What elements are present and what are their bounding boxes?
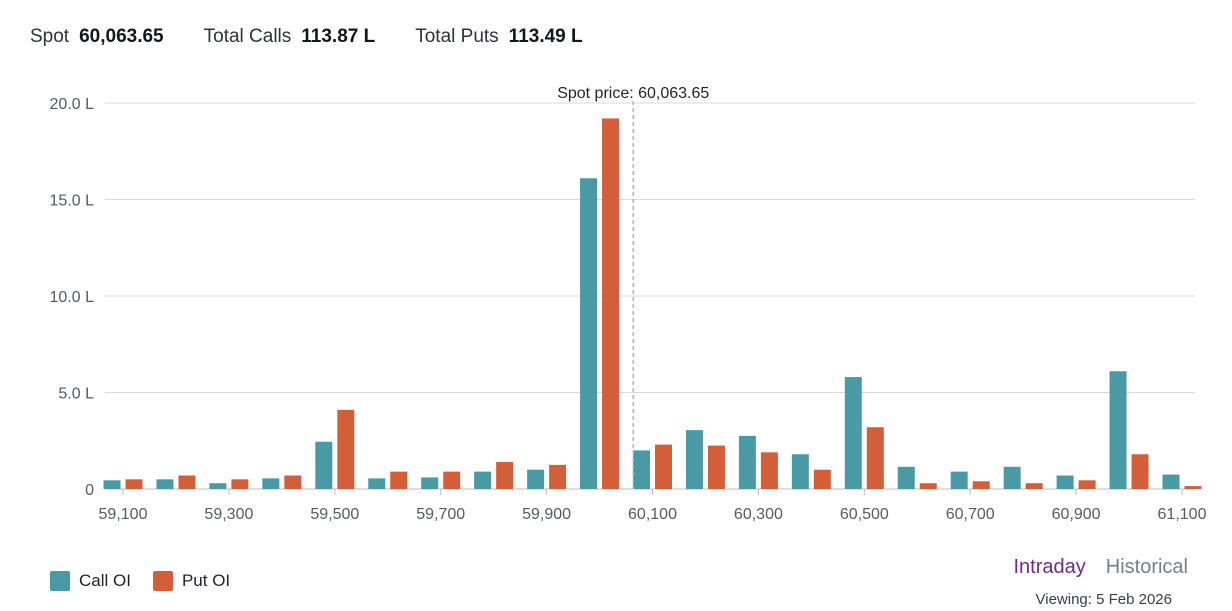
x-tick-label: 59,300 [204, 506, 253, 523]
call-bar [738, 435, 756, 489]
legend-item-put[interactable]: Put OI [152, 571, 231, 591]
total-calls-metric: Total Calls 113.87 L [204, 26, 376, 48]
spot-price-annotation: Spot price: 60,063.65 [557, 85, 709, 102]
call-bar [368, 478, 386, 489]
call-bar [897, 466, 915, 489]
put-bar [707, 445, 725, 489]
call-bar [685, 430, 703, 489]
tab-historical[interactable]: Historical [1105, 556, 1188, 578]
legend-item-call[interactable]: Call OI [50, 571, 131, 591]
put-swatch [152, 571, 173, 591]
put-bar [337, 409, 355, 489]
call-bar [791, 454, 809, 489]
call-bar [1162, 474, 1180, 489]
x-tick-label: 59,500 [310, 506, 359, 523]
put-bar [284, 475, 302, 489]
put-bar [919, 483, 937, 489]
spot-value: 60,063.65 [79, 26, 164, 47]
spot-metric: Spot 60,063.65 [30, 26, 164, 48]
call-bar [1109, 371, 1127, 489]
put-bar [866, 427, 884, 489]
put-bar [602, 118, 620, 489]
call-bar [580, 178, 598, 489]
put-bar [1184, 486, 1202, 489]
spot-label: Spot [30, 26, 70, 47]
total-calls-value: 113.87 L [301, 26, 376, 47]
call-bar [844, 377, 862, 489]
put-bar [443, 471, 461, 489]
legend-put-label: Put OI [181, 571, 231, 590]
y-tick-label: 20.0 L [50, 96, 95, 113]
call-bar [1003, 466, 1021, 489]
put-bar [972, 481, 990, 489]
x-tick-label: 59,100 [99, 506, 148, 523]
x-tick-label: 60,300 [734, 506, 783, 523]
x-tick-label: 59,700 [416, 506, 465, 523]
put-bar [496, 461, 514, 489]
call-bar [474, 471, 492, 489]
call-swatch [50, 571, 70, 591]
put-bar [231, 479, 249, 489]
call-bar [421, 477, 439, 489]
call-bar [209, 483, 227, 489]
x-tick-label: 59,900 [522, 506, 571, 523]
put-bar [760, 452, 778, 489]
put-bar [1131, 454, 1149, 489]
x-tick-label: 60,100 [628, 506, 677, 523]
call-bar [1056, 475, 1074, 489]
call-bar [103, 480, 121, 489]
x-tick-label: 60,700 [946, 506, 995, 523]
x-tick-label: 60,500 [840, 506, 889, 523]
x-tick-label: 61,100 [1158, 506, 1207, 523]
put-bar [1025, 483, 1043, 489]
legend-call-label: Call OI [79, 571, 131, 590]
call-bar [315, 441, 333, 489]
viewing-date: Viewing: 5 Feb 2026 [1035, 591, 1173, 608]
call-bar [633, 450, 650, 489]
call-bar [527, 469, 545, 489]
total-puts-label: Total Puts [415, 26, 499, 47]
put-bar [390, 471, 408, 489]
tab-intraday[interactable]: Intraday [1013, 556, 1086, 578]
chart-legend: Call OI Put OI [50, 571, 230, 591]
call-bar [156, 479, 174, 489]
y-tick-label: 15.0 L [50, 193, 95, 210]
x-tick-label: 60,900 [1052, 506, 1101, 523]
total-calls-label: Total Calls [203, 26, 292, 47]
total-puts-metric: Total Puts 113.49 L [415, 26, 582, 48]
view-toggle: Intraday Historical [1013, 556, 1188, 579]
total-puts-value: 113.49 L [508, 26, 583, 47]
put-bar [178, 475, 196, 489]
summary-header: Spot 60,063.65 Total Calls 113.87 L Tota… [30, 26, 583, 48]
oi-bar-chart: 0 5.0 L 10.0 L 15.0 L 20.0 L 59,100 59,300 59,5… [50, 85, 1207, 523]
put-bar [655, 444, 672, 489]
y-tick-label: 10.0 L [50, 289, 95, 306]
y-tick-label: 0 [85, 482, 94, 499]
put-bar [549, 464, 567, 489]
put-bar [1078, 480, 1096, 489]
call-bar [262, 478, 280, 489]
y-tick-label: 5.0 L [58, 386, 94, 403]
put-bar [813, 469, 831, 489]
put-bar [125, 479, 143, 489]
call-bar [950, 471, 968, 489]
